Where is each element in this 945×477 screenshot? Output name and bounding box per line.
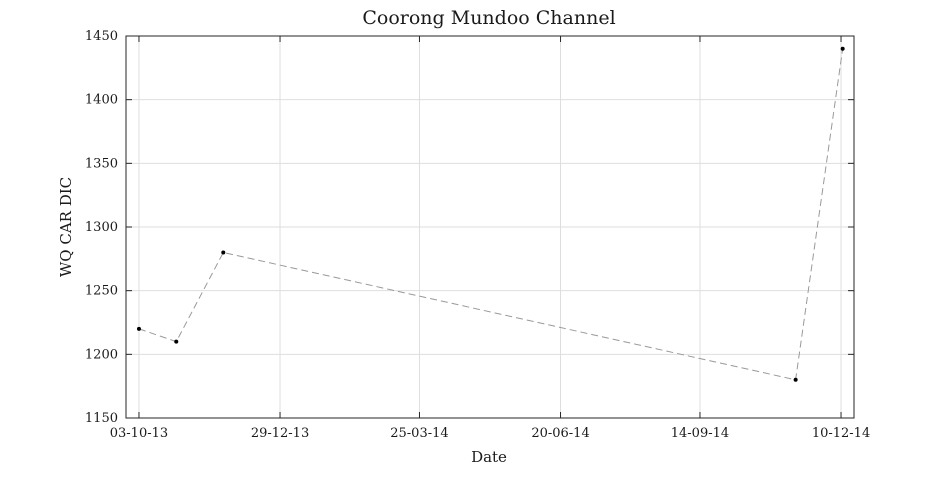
- plot-frame: [125, 35, 855, 419]
- chart-title: Coorong Mundoo Channel: [362, 7, 615, 29]
- x-tick-label: 14-09-14: [671, 426, 729, 441]
- data-point: [174, 339, 179, 344]
- series-line: [138, 48, 844, 381]
- y-tick-label: 1300: [85, 220, 118, 235]
- x-tick-label: 20-06-14: [531, 426, 589, 441]
- y-tick-label: 1400: [85, 93, 118, 108]
- data-point: [793, 377, 798, 382]
- data-point: [136, 326, 141, 331]
- data-point: [221, 250, 226, 255]
- y-tick-label: 1250: [85, 284, 118, 299]
- y-tick-label: 1350: [85, 156, 118, 171]
- tick-labels: 1150 1200 1250 1300 1350 1400 1450 03-10-13 29-1…: [85, 29, 870, 441]
- y-tick-label: 1200: [85, 347, 118, 362]
- x-tick-label: 29-12-13: [251, 426, 309, 441]
- y-axis-title: WQ CAR DIC: [57, 177, 75, 277]
- y-tick-label: 1150: [85, 411, 118, 426]
- data-point: [840, 46, 845, 51]
- x-tick-label: 25-03-14: [390, 426, 448, 441]
- x-tick-label: 10-12-14: [812, 426, 870, 441]
- x-tick-label: 03-10-13: [110, 426, 168, 441]
- x-axis-title: Date: [471, 448, 507, 466]
- y-tick-label: 1450: [85, 29, 118, 44]
- grid: [126, 35, 854, 419]
- series: [136, 46, 845, 382]
